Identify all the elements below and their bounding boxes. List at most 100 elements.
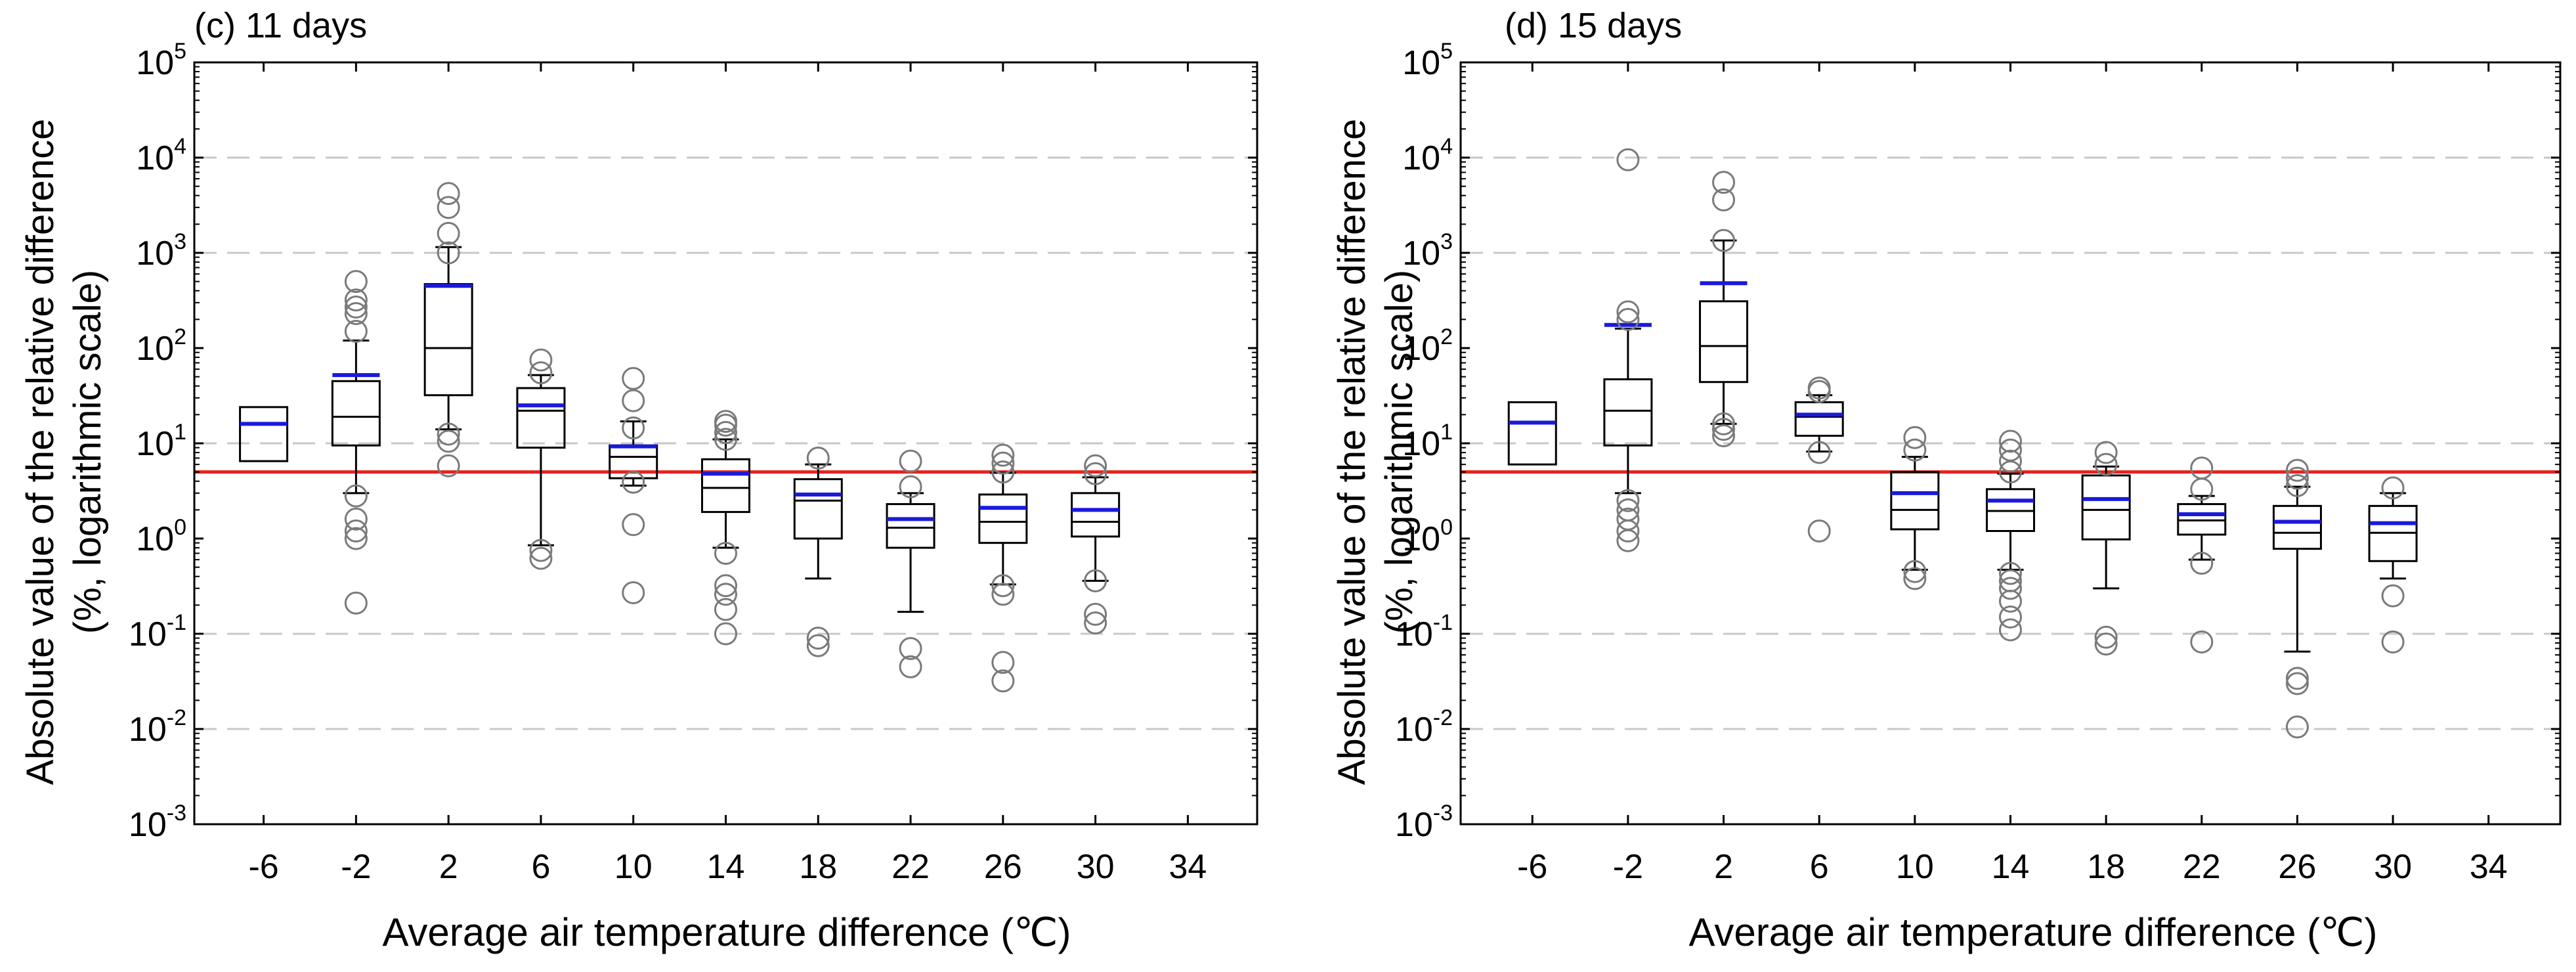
box-iqr — [2081, 474, 2131, 541]
outlier-point — [1616, 300, 1640, 324]
outlier-point — [344, 288, 368, 312]
x-tick-label: 6 — [531, 848, 550, 886]
outlier-point — [899, 449, 922, 473]
box-group — [701, 410, 750, 646]
outlier-point — [1712, 229, 1736, 252]
x-tick-label: -2 — [1613, 848, 1643, 886]
box-group — [793, 446, 843, 657]
x-tick-label: 10 — [614, 848, 653, 886]
outlier-point — [437, 430, 460, 453]
chart-title: (c) 11 days — [194, 6, 368, 45]
outlier-point — [714, 598, 737, 621]
box-iqr — [239, 406, 289, 462]
box-group — [609, 366, 658, 604]
box-group — [1507, 401, 1557, 466]
box-group — [423, 182, 473, 477]
y-tick-label: 104 — [1402, 134, 1453, 177]
y-tick-label: 10-1 — [129, 610, 186, 653]
box-group — [331, 270, 381, 615]
outlier-point — [437, 196, 460, 219]
x-axis-label: Average air temperature difference (℃) — [382, 910, 1071, 954]
y-tick-label: 105 — [1402, 39, 1453, 82]
outlier-point — [1084, 602, 1107, 626]
outlier-point — [2285, 466, 2309, 490]
outlier-point — [1712, 412, 1736, 435]
box-iqr — [978, 493, 1028, 544]
box-iqr — [793, 478, 843, 540]
outlier-point — [622, 513, 645, 537]
outlier-point — [714, 410, 737, 433]
outlier-point — [1903, 560, 1927, 583]
outlier-point — [1712, 171, 1736, 194]
outlier-point — [991, 443, 1015, 467]
outlier-point — [2094, 453, 2118, 476]
outlier-point — [622, 416, 645, 440]
outlier-point — [1999, 438, 2022, 462]
y-tick-label: 104 — [136, 134, 186, 177]
chart-title: (d) 15 days — [1505, 6, 1683, 45]
outlier-point — [1084, 454, 1107, 477]
x-axis-label: Average air temperature difference (℃) — [1688, 910, 2378, 954]
box-group — [978, 443, 1028, 693]
x-tick-label: -6 — [1517, 848, 1547, 886]
outlier-point — [344, 591, 368, 615]
outlier-point — [622, 581, 645, 604]
outlier-point — [1616, 307, 1640, 331]
outlier-point — [2285, 672, 2309, 696]
outlier-point — [2190, 552, 2214, 575]
outlier-point — [344, 302, 368, 326]
outlier-point — [344, 484, 368, 508]
y-tick-label: 102 — [1402, 324, 1453, 368]
y-tick-label: 10-3 — [1395, 801, 1453, 844]
outlier-point — [1616, 148, 1640, 171]
outlier-point — [899, 636, 922, 660]
outlier-point — [2094, 625, 2118, 649]
outlier-point — [2381, 630, 2405, 653]
outlier-point — [2381, 476, 2405, 500]
outlier-point — [1807, 376, 1831, 400]
outlier-point — [991, 583, 1015, 606]
box-iqr — [2272, 504, 2322, 550]
outlier-point — [1712, 188, 1736, 211]
box-group — [239, 406, 289, 462]
outlier-point — [437, 454, 460, 477]
outlier-point — [1999, 577, 2022, 600]
outlier-point — [1084, 462, 1107, 485]
outlier-point — [2285, 474, 2309, 497]
outlier-point — [991, 669, 1015, 693]
box-iqr — [1507, 401, 1557, 466]
outlier-point — [2094, 632, 2118, 656]
outlier-point — [344, 507, 368, 531]
x-tick-label: 30 — [2374, 848, 2412, 886]
x-tick-label: -6 — [248, 848, 278, 886]
box-group — [516, 348, 566, 570]
x-tick-label: 34 — [1169, 848, 1207, 886]
box-iqr — [701, 458, 750, 514]
outlier-point — [1084, 611, 1107, 634]
outlier-point — [344, 319, 368, 343]
outlier-point — [714, 428, 737, 451]
outlier-point — [1712, 418, 1736, 441]
box-iqr — [1603, 378, 1653, 447]
outlier-point — [2094, 441, 2118, 464]
outlier-point — [1903, 426, 1927, 449]
outlier-point — [2190, 630, 2214, 653]
x-tick-label: 22 — [2183, 848, 2221, 886]
box-group — [2081, 441, 2131, 656]
x-tick-label: 22 — [891, 848, 930, 886]
box-group — [2177, 456, 2227, 653]
y-tick-label: 10-1 — [1395, 610, 1453, 653]
outlier-point — [1616, 489, 1640, 512]
outlier-point — [991, 460, 1015, 484]
x-tick-label: 14 — [707, 848, 745, 886]
outlier-point — [344, 519, 368, 543]
outlier-point — [344, 527, 368, 550]
box-group — [886, 449, 935, 678]
outlier-point — [1999, 449, 2022, 473]
outlier-point — [2381, 584, 2405, 608]
box-iqr — [1794, 401, 1844, 437]
x-tick-label: 2 — [1714, 848, 1733, 886]
outlier-point — [437, 241, 460, 265]
